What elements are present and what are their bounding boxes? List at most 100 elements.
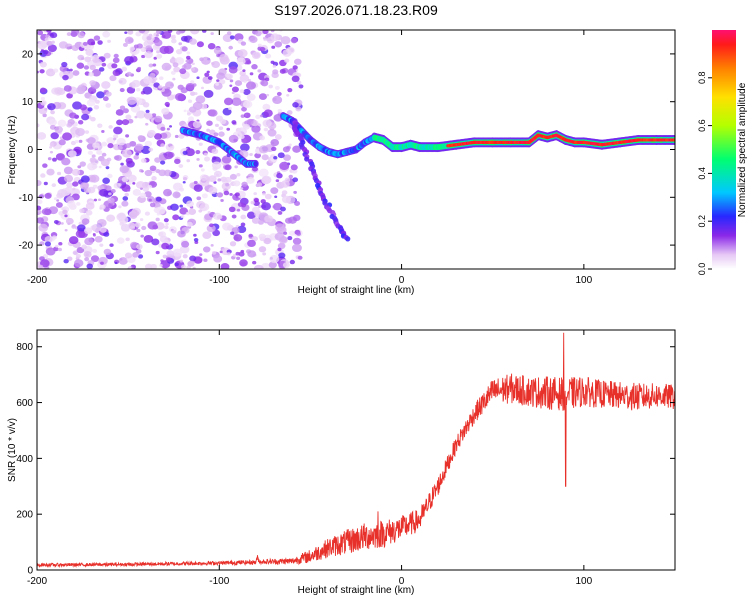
heatmap-noise-blob <box>187 99 193 103</box>
heatmap-noise-blob <box>149 202 156 208</box>
heatmap-noise-blob <box>81 244 88 250</box>
heatmap-noise-blob <box>149 165 157 171</box>
heatmap-noise-blob <box>173 66 181 73</box>
heatmap-noise-blob <box>84 237 94 246</box>
heatmap-noise-blob <box>297 255 303 260</box>
heatmap-noise-blob <box>172 62 179 68</box>
heatmap-noise-blob <box>174 158 181 165</box>
heatmap-noise-blob <box>106 214 116 222</box>
heatmap-noise-blob <box>88 71 94 77</box>
colorbar-ticks: 0.0 0.2 0.4 0.6 0.8 <box>697 72 712 275</box>
heatmap-noise-blob <box>282 262 290 268</box>
heatmap-noise-blob <box>229 241 237 247</box>
heatmap-noise-blob <box>187 260 195 267</box>
heatmap-noise-blob <box>220 199 224 202</box>
heatmap-noise-blob <box>193 184 203 192</box>
heatmap-noise-blob <box>111 63 118 69</box>
heatmap-noise-blob <box>83 65 90 70</box>
heatmap-noise-blob <box>142 102 150 108</box>
heatmap-noise-blob <box>124 192 129 197</box>
heatmap-noise-blob <box>40 48 44 52</box>
heatmap-noise-blob <box>80 182 89 190</box>
heatmap-noise-blob <box>240 41 247 46</box>
heatmap-noise-blob <box>229 173 237 180</box>
heatmap-noise-blob <box>108 125 113 129</box>
heatmap-noise-blob <box>121 200 129 207</box>
heatmap-noise-blob <box>79 104 87 111</box>
heatmap-noise-blob <box>50 110 55 115</box>
heatmap-noise-blob <box>270 33 280 42</box>
heatmap-noise-blob <box>125 143 132 149</box>
heatmap-noise-blob <box>128 266 132 269</box>
heatmap-noise-blob <box>222 222 232 231</box>
heatmap-noise-blob <box>79 161 87 167</box>
heatmap-noise-blob <box>69 112 77 119</box>
heatmap-noise-blob <box>286 93 290 97</box>
heatmap-noise-blob <box>171 38 177 44</box>
heatmap-noise-blob <box>272 69 279 75</box>
heatmap-noise-blob <box>89 64 96 71</box>
heatmap-noise-blob <box>64 228 68 232</box>
heatmap-noise-blob <box>237 202 244 207</box>
heatmap-noise-blob <box>257 43 262 47</box>
heatmap-noise-blob <box>57 247 62 252</box>
heatmap-noise-blob <box>118 257 128 265</box>
heatmap-noise-blob <box>254 152 261 159</box>
heatmap-noise-blob <box>49 32 58 39</box>
heatmap-noise-blob <box>203 232 211 239</box>
heatmap-noise-blob <box>89 80 96 86</box>
colorbar: 0.0 0.2 0.4 0.6 0.8 Normalized spectral ampl… <box>697 30 748 275</box>
heatmap-noise-blob <box>199 253 203 256</box>
heatmap-noise-blob <box>81 57 85 60</box>
heatmap-noise-blob <box>114 155 122 161</box>
heatmap-noise-blob <box>278 252 286 259</box>
heatmap-noise-blob <box>288 174 293 179</box>
heatmap-noise-blob <box>200 168 205 172</box>
heatmap-noise-blob <box>84 130 90 134</box>
heatmap-noise-blob <box>274 41 283 48</box>
heatmap-x-ticks: -200 -100 0 100 <box>27 30 593 286</box>
heatmap-noise-blob <box>106 137 116 145</box>
heatmap-noise-blob <box>291 243 302 253</box>
heatmap-noise-blob <box>118 215 129 224</box>
heatmap-noise-blob <box>224 164 232 171</box>
heatmap-noise-blob <box>215 82 219 86</box>
heatmap-noise-blob <box>103 248 112 256</box>
heatmap-noise-blob <box>141 225 147 231</box>
heatmap-noise-blob <box>99 226 107 233</box>
heatmap-noise-blob <box>191 62 195 66</box>
heatmap-noise-blob <box>78 139 83 143</box>
heatmap-noise-blob <box>225 73 230 78</box>
heatmap-noise-blob <box>136 87 141 92</box>
heatmap-noise-blob <box>91 68 101 77</box>
heatmap-noise-blob <box>102 177 110 184</box>
heatmap-noise-blob <box>177 84 184 90</box>
heatmap-noise-blob <box>147 184 153 189</box>
heatmap-noise-blob <box>251 64 258 70</box>
heatmap-noise-blob <box>208 186 218 195</box>
heatmap-noise-blob <box>190 80 195 84</box>
heatmap-noise-blob <box>155 30 162 35</box>
heatmap-noise-blob <box>140 234 144 238</box>
heatmap-noise-blob <box>140 47 145 52</box>
heatmap-noise-blob <box>63 258 69 264</box>
heatmap-noise-blob <box>207 211 211 214</box>
heatmap-noise-blob <box>121 176 129 183</box>
heatmap-noise-blob <box>61 61 68 68</box>
heatmap-noise-blob <box>152 63 157 67</box>
heatmap-noise-blob <box>136 228 141 233</box>
heatmap-noise-blob <box>288 143 292 147</box>
heatmap-noise-blob <box>100 158 110 167</box>
x-tick-label: 100 <box>576 275 593 286</box>
heatmap-noise-blob <box>263 109 273 117</box>
heatmap-noise-blob <box>69 68 73 72</box>
heatmap-noise-blob <box>250 200 255 205</box>
heatmap-noise-blob <box>96 149 103 155</box>
heatmap-noise-blob <box>84 227 93 235</box>
heatmap-noise-blob <box>238 251 245 257</box>
heatmap-noise-blob <box>251 217 260 224</box>
heatmap-noise-blob <box>132 188 141 196</box>
heatmap-noise-blob <box>71 44 79 52</box>
heatmap-noise-blob <box>116 137 126 146</box>
heatmap-noise-blob <box>208 175 217 183</box>
